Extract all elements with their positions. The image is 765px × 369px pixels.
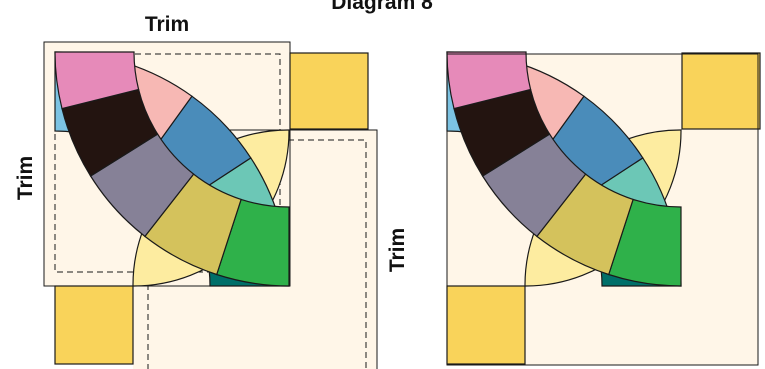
inner-arc-wedge (54, 51, 140, 110)
double-wedding-ring-unit (54, 51, 369, 365)
corner-square-bottom-left (54, 285, 134, 365)
trim-label-top: Trim (145, 13, 189, 36)
panel-after-trimming (446, 51, 761, 366)
panel-before-trimming: Trim Trim Trim (14, 13, 409, 369)
trim-label-left: Trim (14, 156, 37, 200)
upper-left-block-outline (43, 41, 291, 287)
trimmed-block-outline (446, 53, 759, 366)
corner-square-top-right (289, 52, 369, 130)
corner-square-bottom-left (446, 285, 526, 365)
trim-label-right: Trim (386, 228, 409, 272)
inner-arc-wedge (446, 51, 532, 110)
corner-square-top-right (681, 52, 761, 130)
double-wedding-ring-unit (446, 51, 761, 365)
diagram-title: Diagram 8 (331, 0, 433, 14)
